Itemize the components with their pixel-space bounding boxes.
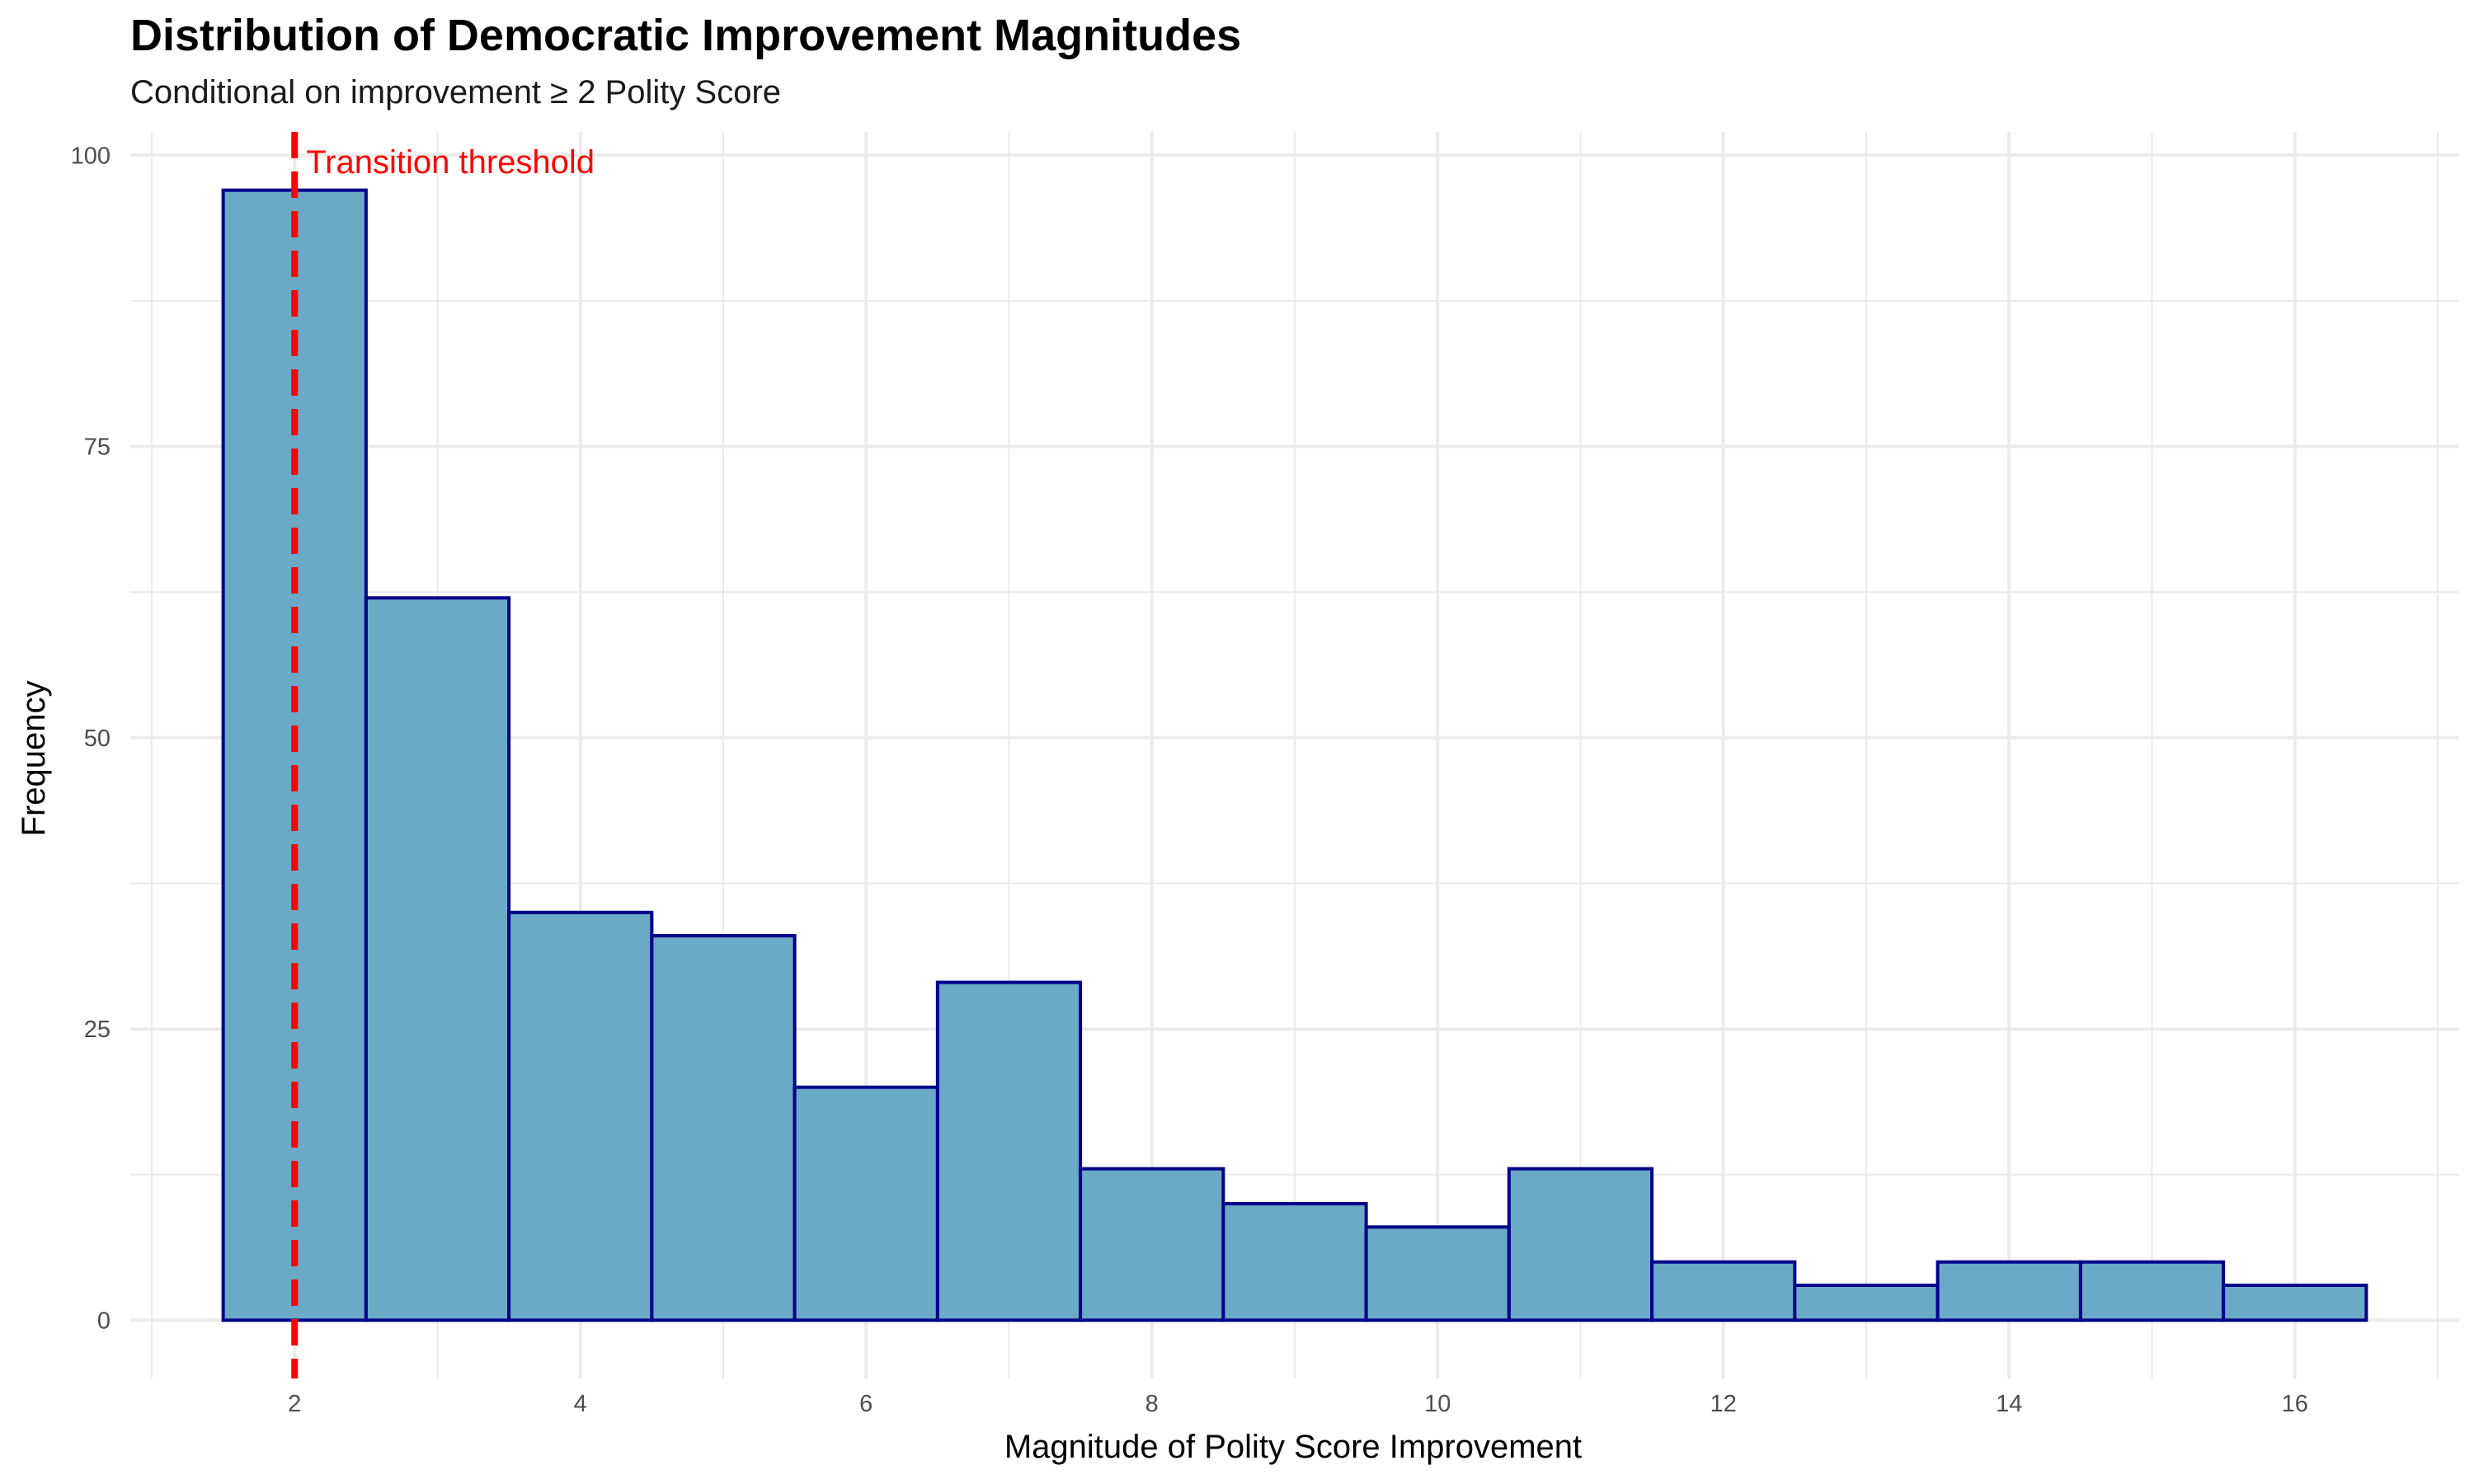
y-axis-title: Frequency bbox=[16, 681, 52, 837]
ticks-layer: 2 4 6 8 10 12 14 16 0 25 50 75 100 bbox=[71, 143, 2308, 1417]
histogram-bar bbox=[1364, 1225, 1511, 1322]
x-tick-label: 12 bbox=[1710, 1391, 1737, 1417]
x-tick-label: 16 bbox=[2282, 1391, 2308, 1417]
histogram-bar bbox=[507, 910, 654, 1322]
bars-layer bbox=[221, 188, 2368, 1322]
threshold-label: Transition threshold bbox=[306, 144, 595, 181]
histogram-bar bbox=[1079, 1167, 1225, 1322]
y-tick-label: 25 bbox=[84, 1017, 111, 1043]
histogram-bar bbox=[793, 1085, 939, 1322]
x-tick-label: 6 bbox=[859, 1391, 872, 1417]
histogram-bar bbox=[1507, 1167, 1654, 1322]
x-axis-title: Magnitude of Polity Score Improvement bbox=[1004, 1429, 1582, 1465]
x-tick-label: 14 bbox=[1996, 1391, 2022, 1417]
y-tick-label: 100 bbox=[71, 143, 111, 169]
threshold-layer: Transition threshold bbox=[291, 132, 595, 1378]
histogram-bar bbox=[2078, 1260, 2226, 1322]
chart-title: Distribution of Democratic Improvement M… bbox=[130, 11, 1242, 60]
x-tick-label: 10 bbox=[1424, 1391, 1451, 1417]
histogram-bar bbox=[2222, 1283, 2368, 1322]
histogram-bar bbox=[1793, 1283, 1940, 1322]
x-tick-label: 2 bbox=[288, 1391, 301, 1417]
y-tick-label: 75 bbox=[84, 434, 111, 461]
histogram-bar bbox=[650, 934, 797, 1322]
y-tick-label: 0 bbox=[97, 1308, 111, 1334]
histogram-bar bbox=[1935, 1260, 2082, 1322]
histogram-bar bbox=[935, 980, 1083, 1322]
histogram-bar bbox=[1650, 1260, 1797, 1322]
x-tick-label: 8 bbox=[1145, 1391, 1159, 1417]
histogram-bar bbox=[1221, 1202, 1368, 1322]
chart-subtitle: Conditional on improvement ≥ 2 Polity Sc… bbox=[130, 74, 782, 110]
y-tick-label: 50 bbox=[84, 726, 111, 752]
histogram-bar bbox=[221, 188, 368, 1322]
x-tick-label: 4 bbox=[574, 1391, 587, 1417]
histogram-bar bbox=[364, 596, 511, 1322]
